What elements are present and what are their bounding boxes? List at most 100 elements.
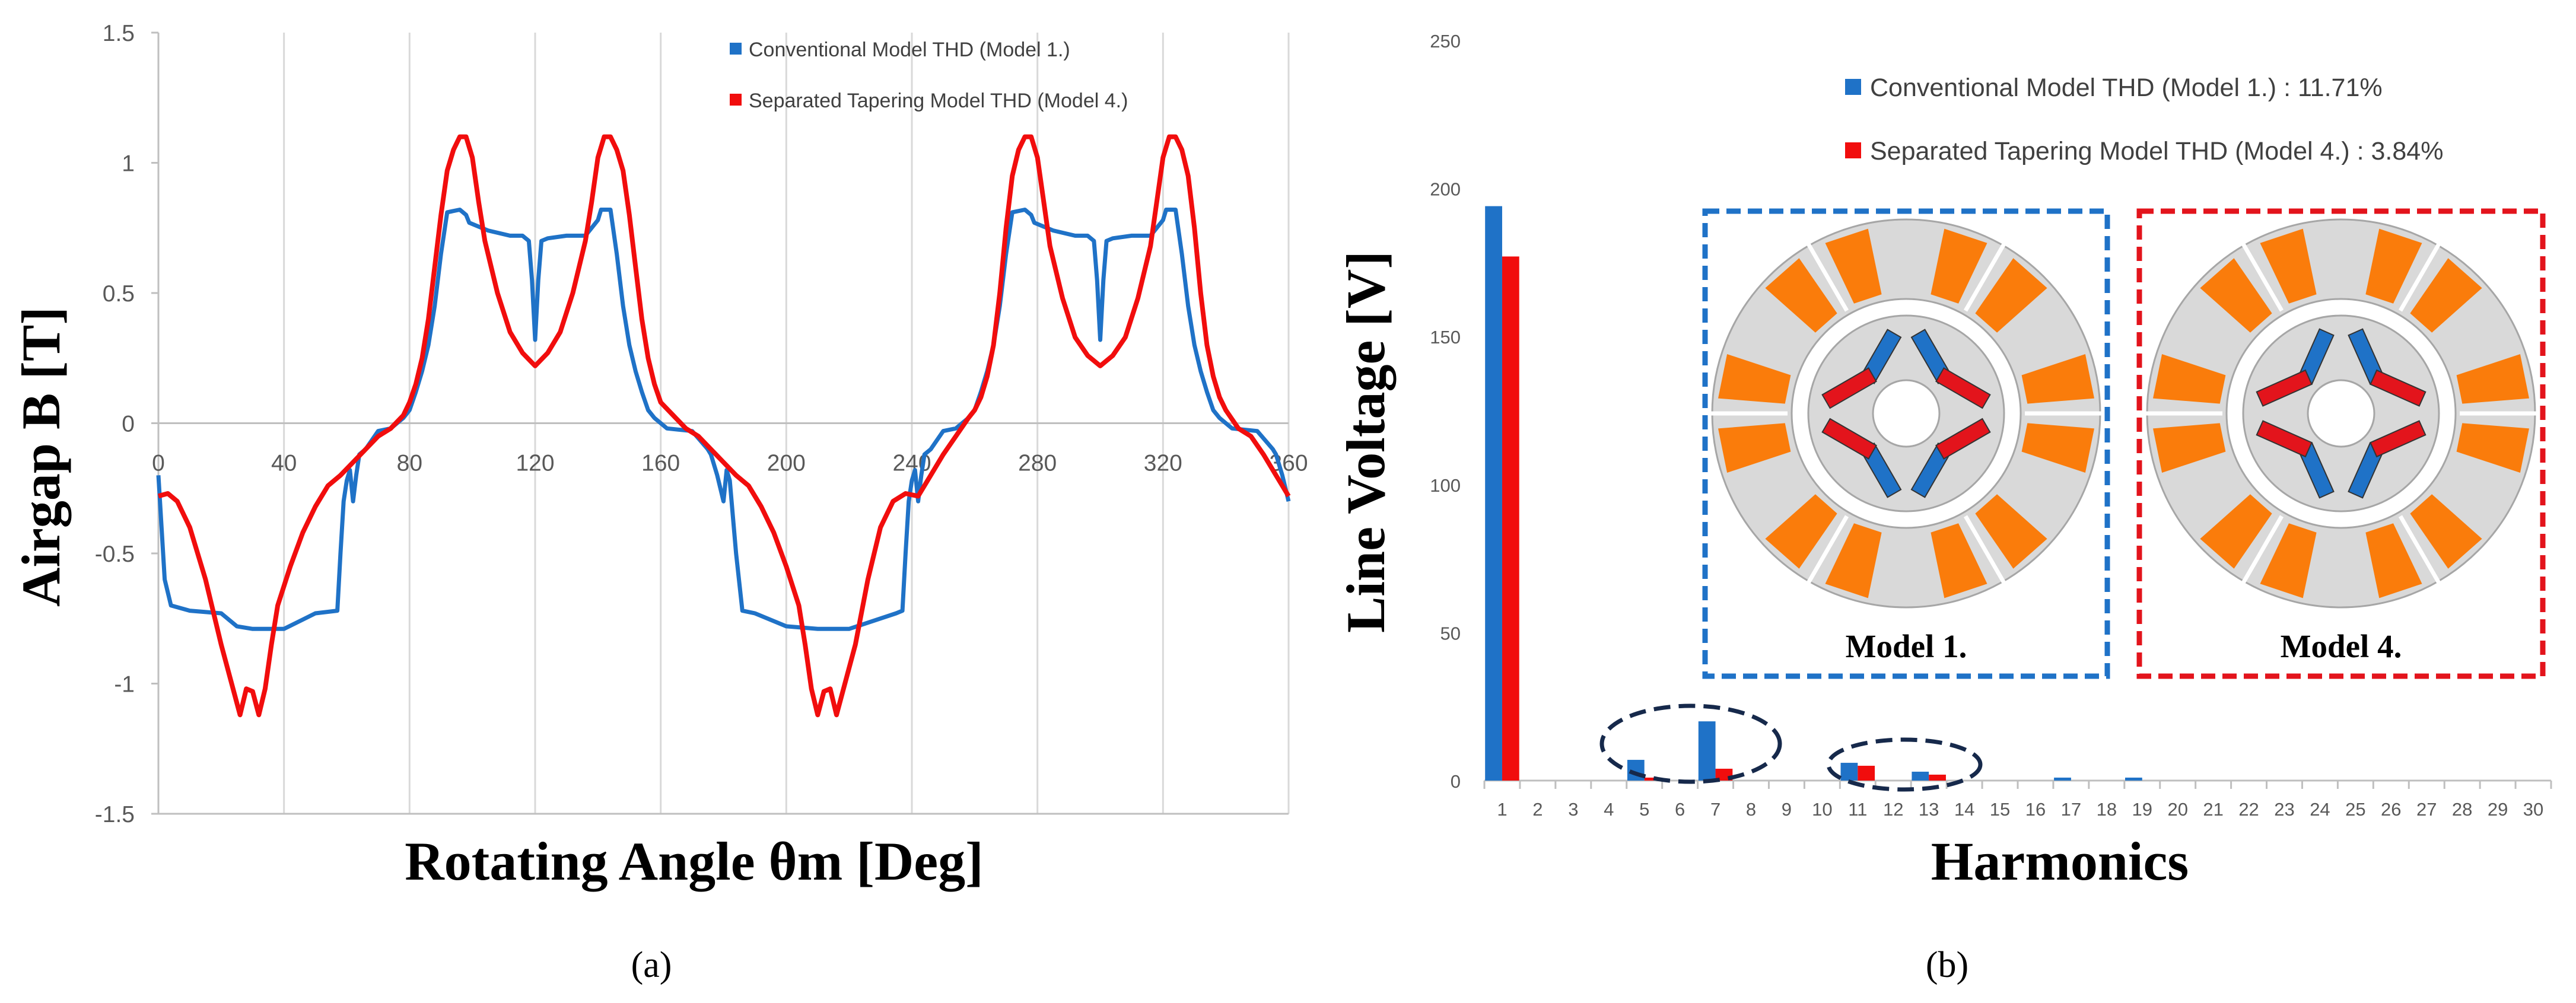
- y-tick-label: 1: [122, 151, 135, 177]
- stator-coil: [1931, 228, 1987, 304]
- x-tick-label: 2: [1532, 799, 1543, 820]
- permanent-magnet: [1821, 418, 1877, 460]
- series-line-model4: [157, 134, 1291, 718]
- stator-coil: [2200, 258, 2272, 333]
- legend-label-model1-thd: Conventional Model THD (Model 1.) : 11.7…: [1870, 74, 2383, 102]
- model4-inset: Model 4.: [2136, 208, 2546, 679]
- bar-model1-h1: [1485, 206, 1502, 781]
- panel-a-x-axis-title: Rotating Angle θm [Deg]: [405, 831, 984, 891]
- x-tick-label: 320: [1144, 451, 1182, 476]
- panel-b-y-tick-labels: 250 200 150 100 50 0: [1430, 31, 1461, 792]
- permanent-magnet: [2370, 420, 2426, 458]
- model1-label: Model 1.: [1846, 628, 1967, 664]
- stator-coil: [2410, 494, 2482, 569]
- permanent-magnet: [1821, 367, 1877, 409]
- bar-model4-h13: [1929, 775, 1946, 781]
- stator-coil: [2153, 354, 2226, 404]
- stator-coil: [1718, 423, 1791, 473]
- model1-motor-cross-section: [1710, 218, 2102, 609]
- x-tick-label: 24: [2310, 799, 2330, 820]
- x-tick-label: 8: [1746, 799, 1756, 820]
- x-tick-label: 120: [516, 451, 554, 476]
- y-tick-label: -0.5: [95, 542, 135, 567]
- stator-coil: [2456, 354, 2529, 404]
- model4-motor-cross-section: [2145, 218, 2537, 609]
- panel-b-label: (b): [1926, 945, 1968, 985]
- stator-coil: [2456, 423, 2529, 473]
- stator-coil: [1931, 523, 1987, 598]
- bar-model1-h19: [2125, 778, 2142, 781]
- stator-coil: [2260, 228, 2317, 304]
- stator-coil: [2021, 354, 2094, 404]
- x-tick-label: 19: [2132, 799, 2152, 820]
- permanent-magnet: [1935, 367, 1991, 409]
- legend-swatch-model1: [730, 43, 742, 55]
- x-tick-label: 27: [2416, 799, 2437, 820]
- x-tick-label: 21: [2203, 799, 2223, 820]
- slot-gap: [1806, 515, 1849, 584]
- legend-swatch-model4: [730, 94, 742, 106]
- y-tick-label: 250: [1430, 31, 1461, 52]
- y-tick-label: 0: [1451, 771, 1461, 792]
- stator-coil: [1975, 258, 2047, 333]
- x-tick-label: 26: [2381, 799, 2401, 820]
- x-tick-label: 4: [1604, 799, 1614, 820]
- shaft-hole: [1872, 379, 1941, 448]
- x-tick-label: 23: [2274, 799, 2294, 820]
- panel-b-legend: Conventional Model THD (Model 1.) : 11.7…: [1845, 74, 2443, 165]
- x-tick-label: 20: [2167, 799, 2187, 820]
- permanent-magnet: [1935, 418, 1991, 460]
- y-tick-label: 0.5: [103, 281, 135, 307]
- x-tick-label: 18: [2097, 799, 2117, 820]
- x-tick-label: 29: [2488, 799, 2508, 820]
- stator-coil: [2153, 423, 2226, 473]
- y-tick-label: 0: [122, 412, 135, 437]
- y-tick-label: -1.5: [95, 802, 135, 827]
- bar-model1-h11: [1840, 763, 1858, 781]
- harmonic-11-13-highlight-ellipse: [1826, 737, 1983, 792]
- y-tick-label: 1.5: [103, 21, 135, 46]
- stator-coil: [2260, 523, 2317, 598]
- panel-b-y-axis-title: Line Voltage [V]: [1335, 251, 1396, 633]
- bar-model4-h5: [1644, 778, 1662, 781]
- stator-coil: [2365, 523, 2422, 598]
- x-tick-label: 280: [1018, 451, 1057, 476]
- stator-coil: [1765, 258, 1837, 333]
- x-tick-label: 28: [2452, 799, 2472, 820]
- legend-swatch-model4: [1845, 142, 1861, 158]
- stator-coil: [2365, 228, 2422, 304]
- x-tick-label: 13: [1919, 799, 1939, 820]
- stator-coil: [1825, 228, 1882, 304]
- x-tick-label: 15: [1990, 799, 2010, 820]
- legend-label-model1: Conventional Model THD (Model 1.): [749, 39, 1070, 61]
- permanent-magnet: [2370, 369, 2426, 407]
- y-tick-label: -1: [114, 672, 135, 698]
- harmonic-5-7-highlight-ellipse: [1599, 703, 1782, 784]
- x-tick-label: 40: [271, 451, 297, 476]
- x-tick-label: 1: [1497, 799, 1507, 820]
- bar-model1-h13: [1912, 772, 1929, 781]
- x-tick-label: 25: [2345, 799, 2365, 820]
- x-tick-label: 12: [1883, 799, 1903, 820]
- y-tick-label: 100: [1430, 475, 1461, 496]
- panel-b-x-tick-labels: 1 2 3 4 5 6 7 8 9 10 11 12 13 14 15 16 17 18 19 20 21 22 23 24 2…: [1497, 799, 2543, 820]
- panel-a-y-tick-labels: 1.5 1 0.5 0 -0.5 -1 -1.5: [95, 21, 135, 827]
- stator-coil: [1718, 354, 1791, 404]
- panel-a-series-lines: [156, 134, 1291, 718]
- model4-dashed-frame: [2136, 208, 2546, 679]
- model1-inset: Model 1.: [1702, 208, 2110, 679]
- x-tick-label: 200: [767, 451, 806, 476]
- permanent-magnet: [2256, 369, 2313, 407]
- panel-a-legend: Conventional Model THD (Model 1.) Separa…: [730, 39, 1128, 112]
- stator-coil: [2021, 423, 2094, 473]
- x-tick-label: 0: [152, 451, 165, 476]
- x-tick-label: 14: [1954, 799, 1974, 820]
- slot-gap: [1963, 243, 2006, 312]
- stator-coil: [2200, 494, 2272, 569]
- series-line-model1: [156, 208, 1291, 631]
- bar-model1-h17: [2054, 778, 2071, 781]
- x-tick-label: 11: [1848, 799, 1867, 820]
- slot-gap: [1806, 243, 1849, 312]
